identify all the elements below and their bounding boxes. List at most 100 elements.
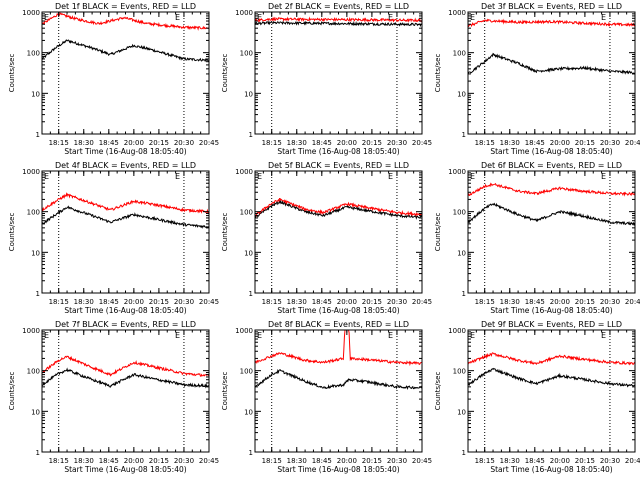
chart-panel: Det 9f BLACK = Events, RED = LLD E E 1 10 100…: [434, 320, 640, 474]
series-line: [467, 18, 635, 28]
x-tick-label: 18:45: [525, 139, 545, 147]
x-tick-label: 18:45: [312, 139, 332, 147]
y-tick-label: 1: [249, 131, 253, 139]
x-tick-label: 18:30: [74, 139, 94, 147]
x-tick-label: 20:45: [625, 298, 640, 306]
series-line: [41, 39, 209, 63]
y-tick-label: 1: [249, 449, 253, 457]
series-line: [254, 199, 422, 220]
x-axis-label: Start Time (16-Aug-08 18:05:40): [277, 306, 399, 315]
y-tick-label: 1: [249, 290, 253, 298]
x-tick-label: 18:45: [312, 457, 332, 465]
x-tick-label: 18:15: [49, 298, 69, 306]
x-tick-label: 20:30: [600, 298, 620, 306]
series-line: [467, 182, 636, 197]
x-tick-label: 18:45: [312, 298, 332, 306]
x-tick-label: 20:00: [124, 298, 144, 306]
y-tick-label: 1: [36, 449, 40, 457]
chart-panel: Det 3f BLACK = Events, RED = LLD E E 1 10 100…: [434, 2, 640, 156]
corner-label-right: E: [388, 331, 393, 340]
chart-panel: Det 4f BLACK = Events, RED = LLD E E 1 10 100…: [8, 161, 219, 315]
y-tick-label: 10: [244, 249, 253, 257]
y-axis-label: Counts/sec: [8, 213, 16, 252]
chart-title: Det 7f BLACK = Events, RED = LLD: [55, 320, 196, 329]
x-tick-label: 18:30: [287, 457, 307, 465]
x-tick-label: 18:15: [262, 298, 282, 306]
y-tick-label: 1: [36, 131, 40, 139]
y-axis-label: Counts/sec: [8, 54, 16, 93]
x-tick-label: 20:45: [412, 457, 432, 465]
x-axis-label: Start Time (16-Aug-08 18:05:40): [490, 465, 612, 474]
x-tick-label: 18:45: [525, 457, 545, 465]
x-tick-label: 20:45: [199, 298, 219, 306]
chart-panel: Det 6f BLACK = Events, RED = LLD E E 1 10 100…: [434, 161, 640, 315]
series-line: [254, 198, 422, 217]
x-tick-label: 20:00: [337, 457, 357, 465]
x-tick-label: 18:15: [49, 457, 69, 465]
corner-label-right: E: [175, 331, 180, 340]
corner-label-left: E: [44, 172, 49, 181]
series-line: [41, 205, 209, 229]
chart-title: Det 5f BLACK = Events, RED = LLD: [268, 161, 409, 170]
x-axis-label: Start Time (16-Aug-08 18:05:40): [64, 465, 186, 474]
x-axis-label: Start Time (16-Aug-08 18:05:40): [277, 465, 399, 474]
x-tick-label: 18:30: [500, 298, 520, 306]
corner-label-left: E: [470, 13, 475, 22]
y-tick-label: 1: [462, 290, 466, 298]
chart-title: Det 6f BLACK = Events, RED = LLD: [481, 161, 622, 170]
x-tick-label: 20:15: [149, 298, 169, 306]
y-tick-label: 1: [462, 449, 466, 457]
x-tick-label: 18:45: [525, 298, 545, 306]
x-tick-label: 18:30: [74, 298, 94, 306]
chart-title: Det 4f BLACK = Events, RED = LLD: [55, 161, 196, 170]
x-tick-label: 20:00: [550, 139, 570, 147]
corner-label-right: E: [601, 13, 606, 22]
y-axis-label: Counts/sec: [221, 54, 229, 93]
x-tick-label: 20:00: [337, 139, 357, 147]
y-axis-label: Counts/sec: [434, 213, 442, 252]
x-tick-label: 20:30: [387, 298, 407, 306]
x-tick-label: 18:30: [287, 139, 307, 147]
x-tick-label: 20:00: [124, 139, 144, 147]
x-axis-label: Start Time (16-Aug-08 18:05:40): [277, 147, 399, 156]
series-line: [254, 368, 423, 390]
x-tick-label: 20:15: [575, 457, 595, 465]
y-tick-label: 10: [457, 249, 466, 257]
x-tick-label: 20:30: [174, 457, 194, 465]
chart-title: Det 2f BLACK = Events, RED = LLD: [268, 2, 409, 11]
series-line: [467, 52, 635, 75]
y-tick-label: 1000: [22, 9, 40, 17]
x-tick-label: 20:00: [337, 298, 357, 306]
chart-panel: Det 7f BLACK = Events, RED = LLD E E 1 10 100…: [8, 320, 219, 474]
corner-label-left: E: [470, 172, 475, 181]
x-tick-label: 20:15: [575, 139, 595, 147]
corner-label-right: E: [175, 13, 180, 22]
chart-panel: Det 8f BLACK = Events, RED = LLD E E 1 10 100…: [221, 320, 432, 474]
y-tick-label: 10: [244, 90, 253, 98]
y-tick-label: 100: [453, 50, 466, 58]
y-axis-label: Counts/sec: [434, 372, 442, 411]
y-tick-label: 10: [31, 249, 40, 257]
x-tick-label: 20:45: [412, 139, 432, 147]
corner-label-left: E: [257, 172, 262, 181]
y-tick-label: 10: [31, 90, 40, 98]
x-axis-label: Start Time (16-Aug-08 18:05:40): [490, 147, 612, 156]
y-axis-label: Counts/sec: [221, 213, 229, 252]
y-tick-label: 1000: [235, 9, 253, 17]
x-tick-label: 20:45: [625, 139, 640, 147]
x-tick-label: 18:45: [99, 139, 119, 147]
y-tick-label: 100: [240, 50, 253, 58]
x-tick-label: 18:30: [500, 139, 520, 147]
y-tick-label: 100: [240, 209, 253, 217]
x-tick-label: 20:30: [174, 139, 194, 147]
y-tick-label: 10: [31, 408, 40, 416]
x-tick-label: 18:15: [475, 139, 495, 147]
x-tick-label: 20:15: [149, 457, 169, 465]
y-axis-label: Counts/sec: [8, 372, 16, 411]
y-tick-label: 1000: [22, 327, 40, 335]
x-tick-label: 18:45: [99, 457, 119, 465]
x-tick-label: 18:30: [74, 457, 94, 465]
x-tick-label: 18:30: [500, 457, 520, 465]
x-tick-label: 20:15: [149, 139, 169, 147]
